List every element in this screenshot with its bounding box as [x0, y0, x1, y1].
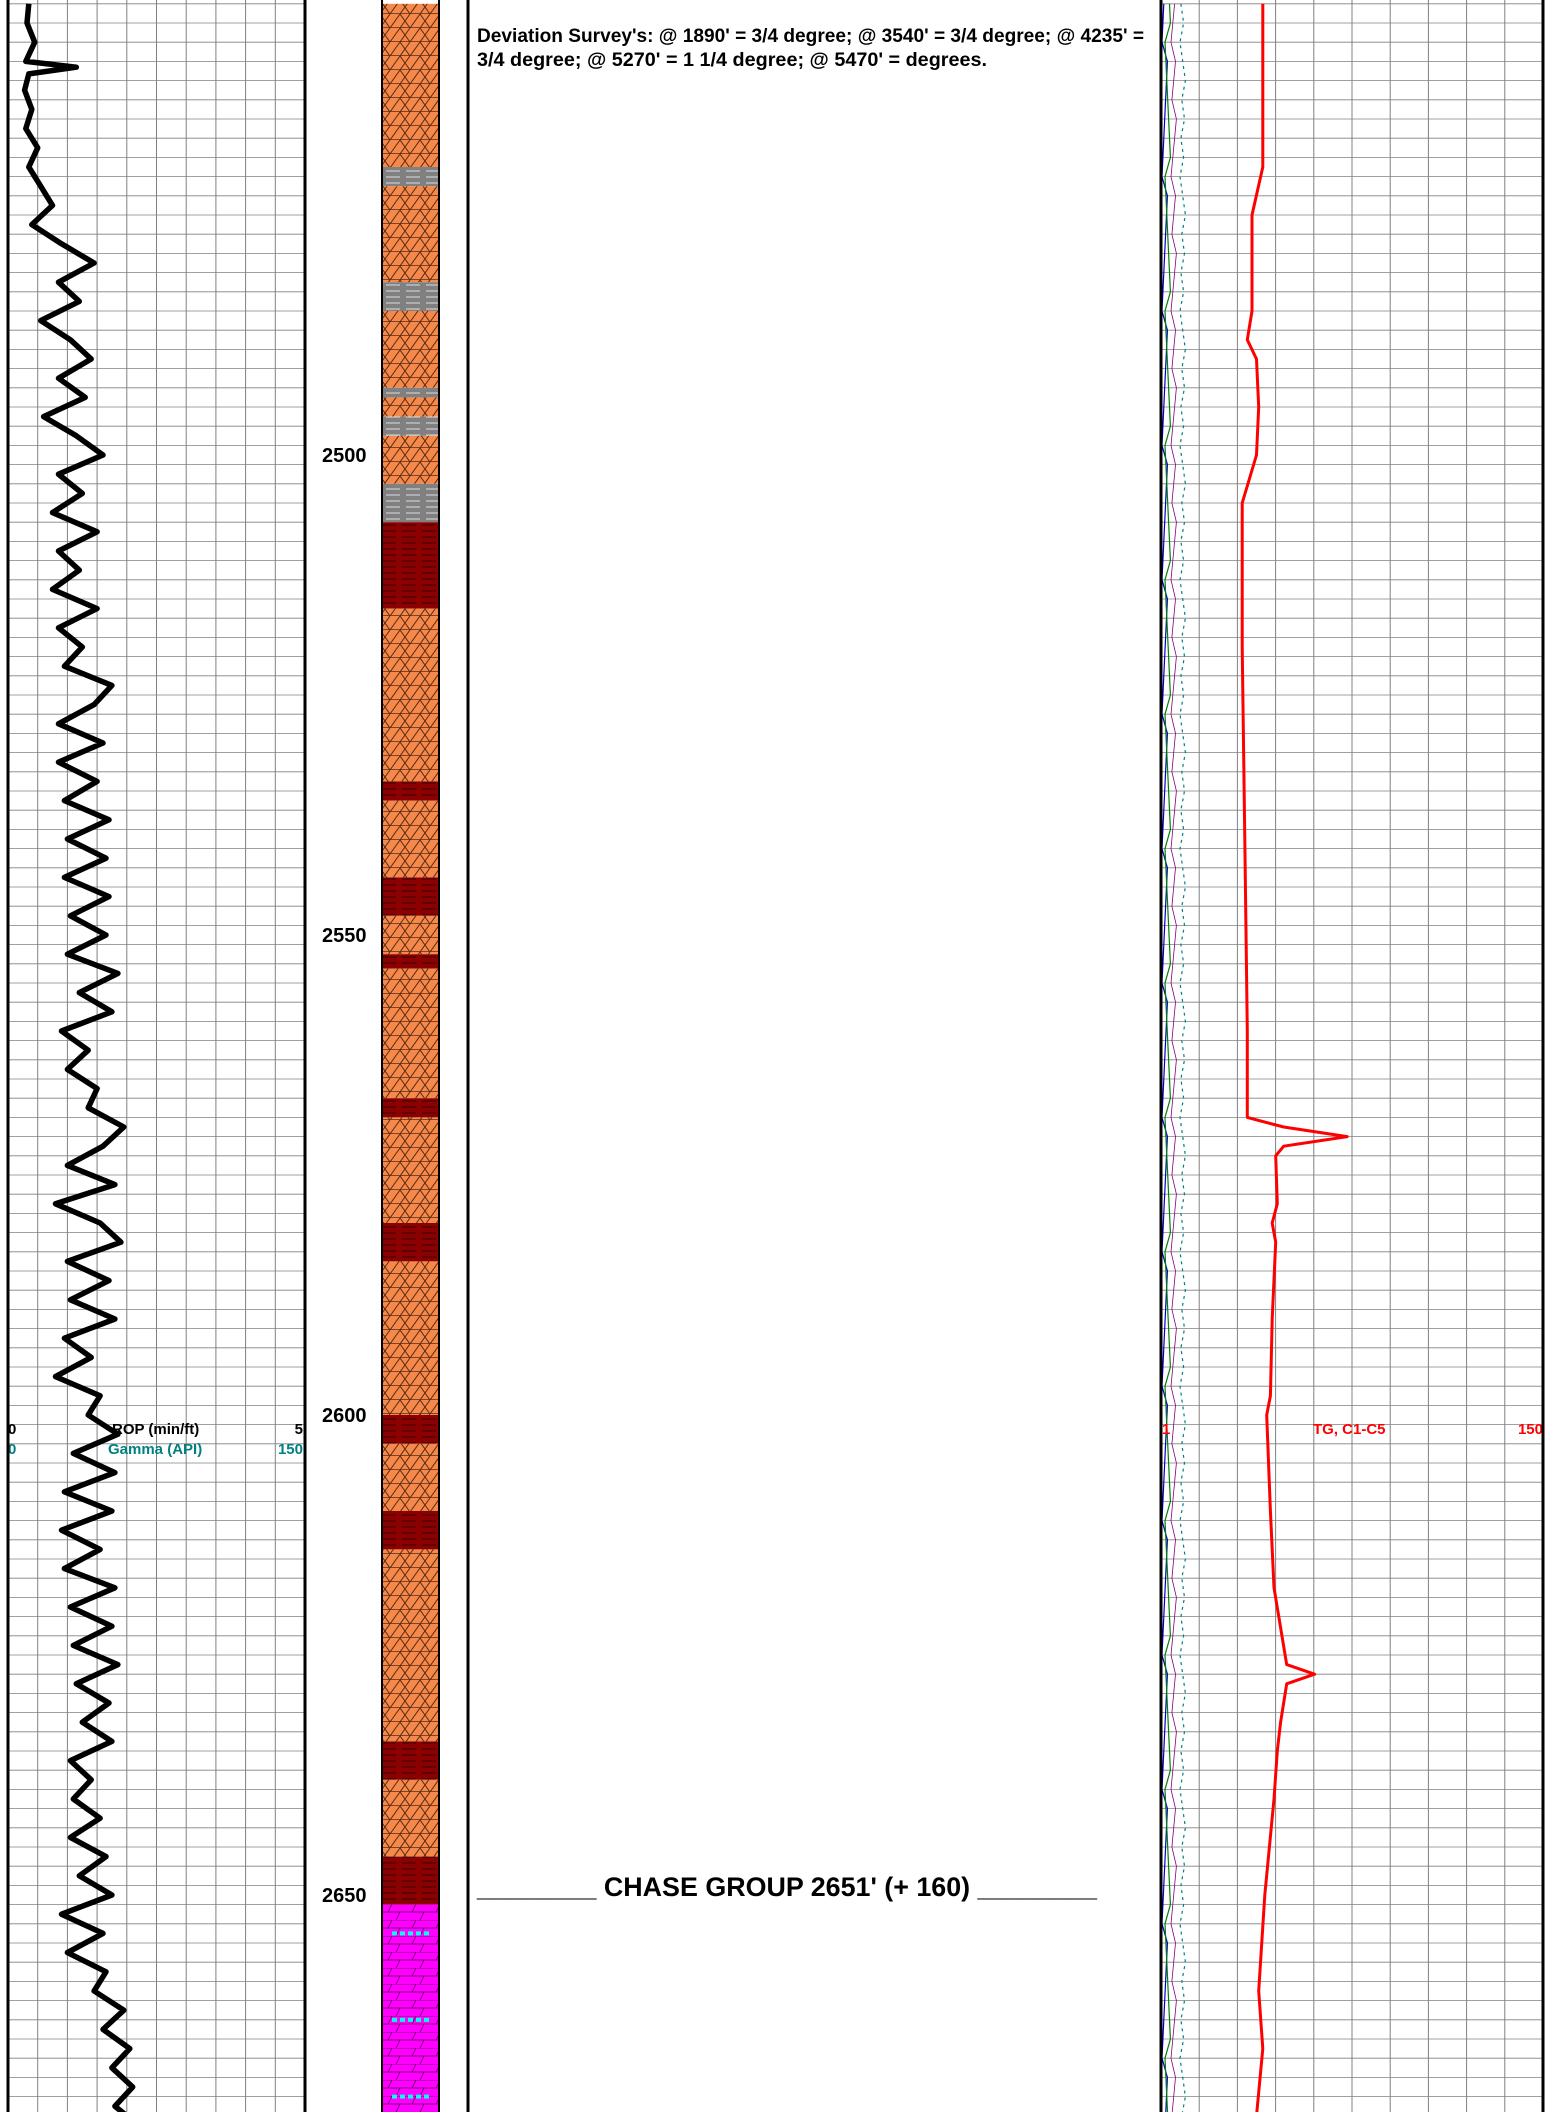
rop-scale-max: 5: [295, 1421, 303, 1438]
right-track-scale-header: 1 TG, C1-C5 150: [1162, 1421, 1543, 1438]
chromatograph-trace: [1161, 3, 1169, 2112]
lithology-bed-dolomite: [382, 1443, 439, 1511]
remarks-track: Deviation Survey's: @ 1890' = 3/4 degree…: [476, 26, 1144, 1902]
lithology-bed-dolomite: [382, 1779, 439, 1857]
lithology-bed-dolomite: [382, 915, 439, 955]
gas-track: 1 TG, C1-C5 150: [1161, 0, 1543, 2112]
anhydrite-stringer: [424, 2017, 429, 2022]
lithology-bed-red-shale: [382, 1098, 439, 1118]
lithology-bed-gray-shale: [382, 483, 439, 523]
chromatograph-trace: [1170, 3, 1177, 2112]
anhydrite-stringer: [408, 2017, 413, 2022]
depth-label: 2600: [322, 1405, 367, 1427]
lithology-bed-red-shale: [382, 954, 439, 969]
lithology-bed-gray-shale: [382, 387, 439, 398]
chromatograph-trace: [1164, 3, 1172, 2112]
rop-scale-min: 0: [8, 1421, 16, 1438]
rop-curve: [21, 3, 136, 2112]
lithology-bed-dolomite: [382, 608, 439, 782]
anhydrite-stringer: [416, 2094, 421, 2099]
gas-scale-max: 150: [1518, 1421, 1543, 1438]
anhydrite-stringer: [392, 2017, 397, 2022]
left-track-grid: [8, 0, 305, 2112]
lithology-bed-dolomite: [382, 397, 439, 417]
lithology-bed-red-shale: [382, 781, 439, 801]
lithology-bed-red-shale: [382, 877, 439, 916]
formation-top-label: ________ CHASE GROUP 2651' (+ 160) _____…: [476, 1872, 1098, 1902]
lithology-bed-dolomite: [382, 968, 439, 1099]
lithology-bed-dolomite: [382, 311, 439, 388]
lithology-bed-gray-shale: [382, 282, 439, 311]
anhydrite-stringer: [416, 2017, 421, 2022]
lithology-bed-red-shale: [382, 1856, 439, 1905]
lithology-bed-red-shale: [382, 1511, 439, 1550]
total-gas-curve: [1240, 3, 1349, 2112]
depth-label: 2550: [322, 925, 367, 947]
lithology-bed-red-shale: [382, 1415, 439, 1444]
anhydrite-stringer: [424, 2094, 429, 2099]
depth-track: 2500 2550 2600 2650: [322, 445, 367, 1907]
depth-label: 2500: [322, 445, 367, 467]
lithology-bed-dolomite: [382, 1549, 439, 1742]
chromatograph-curves: [1161, 3, 1187, 2112]
depth-label: 2650: [322, 1885, 367, 1907]
anhydrite-stringer: [424, 1931, 429, 1936]
lithology-bed-red-shale: [382, 1223, 439, 1262]
gamma-scale-label: Gamma (API): [108, 1441, 202, 1458]
left-track-scale-header: 0 ROP (min/ft) 5 0 Gamma (API) 150: [8, 1421, 303, 1458]
lithology-bed-dolomite: [382, 1261, 439, 1415]
lithology-bed-dolomite: [382, 800, 439, 878]
lithology-column: [382, 3, 439, 2112]
lithology-bed-dolomite: [382, 3, 439, 167]
lithology-bed-dolomite: [382, 1117, 439, 1223]
gas-scale-min: 1: [1162, 1421, 1170, 1438]
gas-scale-label: TG, C1-C5: [1313, 1421, 1386, 1438]
anhydrite-stringer: [408, 2094, 413, 2099]
lithology-bed-dolomite: [382, 186, 439, 283]
anhydrite-stringer: [400, 2017, 405, 2022]
lithology-bed-red-shale: [382, 522, 439, 609]
lithology-bed-gray-shale: [382, 167, 439, 187]
anhydrite-stringer: [392, 1931, 397, 1936]
anhydrite-stringer: [392, 2094, 397, 2099]
anhydrite-stringer: [408, 1931, 413, 1936]
right-track-grid: [1161, 0, 1543, 2112]
deviation-survey-line-2: 3/4 degree; @ 5270' = 1 1/4 degree; @ 54…: [477, 50, 987, 71]
rop-gamma-track: 0 ROP (min/ft) 5 0 Gamma (API) 150: [8, 0, 305, 2112]
anhydrite-stringer: [400, 2094, 405, 2099]
lithology-bed-dolomite: [382, 435, 439, 484]
gamma-scale-max: 150: [278, 1441, 303, 1458]
anhydrite-stringer: [416, 1931, 421, 1936]
deviation-survey-line-1: Deviation Survey's: @ 1890' = 3/4 degree…: [477, 26, 1144, 47]
track-borders: [6, 0, 1545, 2112]
rop-scale-label: ROP (min/ft): [112, 1421, 199, 1438]
gamma-scale-min: 0: [8, 1441, 16, 1458]
lithology-bed-red-shale: [382, 1741, 439, 1780]
lithology-bed-gray-shale: [382, 416, 439, 436]
chromatograph-trace: [1179, 3, 1187, 2112]
lithology-bed-limestone: [382, 1904, 439, 2112]
anhydrite-stringer: [400, 1931, 405, 1936]
